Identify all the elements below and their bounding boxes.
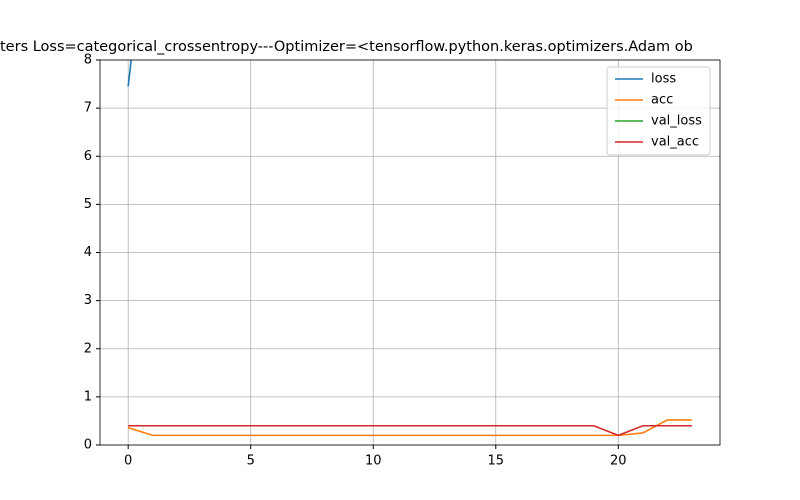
y-tick-label: 4 (84, 245, 92, 260)
y-tick-label: 1 (84, 389, 92, 404)
y-tick-label: 5 (84, 197, 92, 212)
x-tick-label: 15 (487, 454, 504, 469)
chart-title: ters Loss=categorical_crossentropy---Opt… (0, 39, 693, 55)
series-line (127, 419, 692, 437)
x-tick-label: 10 (365, 454, 382, 469)
series-line (128, 424, 692, 437)
legend-label: loss (651, 72, 676, 87)
legend-label: acc (651, 93, 673, 108)
y-tick-label: 3 (84, 293, 92, 308)
x-tick-label: 0 (124, 454, 132, 469)
y-tick-label: 2 (84, 341, 92, 356)
y-tick-label: 8 (84, 53, 92, 68)
legend-label: val_acc (651, 135, 699, 150)
x-tick-label: 20 (610, 454, 627, 469)
y-tick-label: 7 (84, 101, 92, 116)
legend-label: val_loss (651, 114, 702, 129)
y-tick-label: 0 (84, 438, 92, 453)
legend-box (606, 66, 711, 156)
x-tick-label: 5 (247, 454, 255, 469)
y-tick-label: 6 (84, 149, 92, 164)
